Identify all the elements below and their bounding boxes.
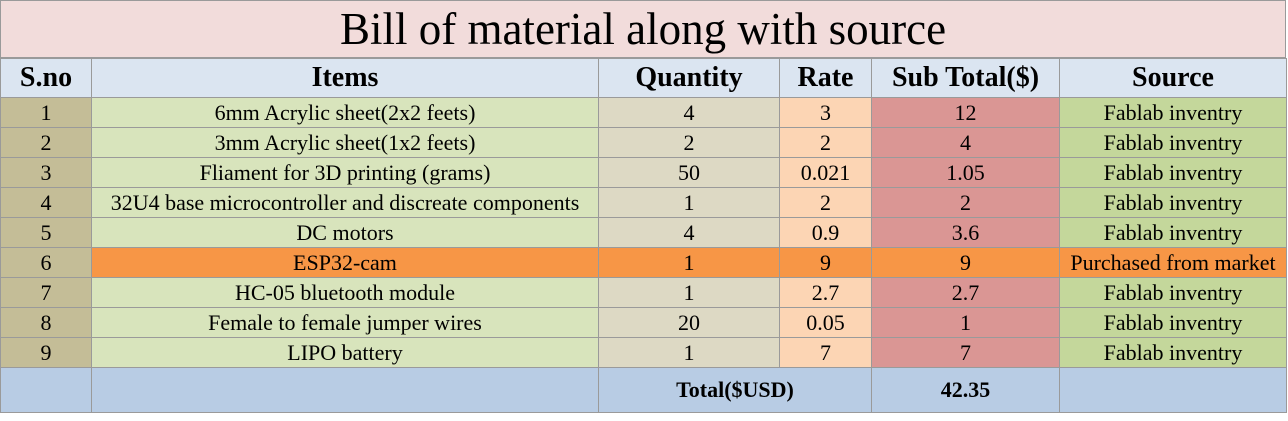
cell-sno[interactable]: 9 [0,337,92,368]
header-sno[interactable]: S.no [0,58,92,98]
cell-item[interactable]: HC-05 bluetooth module [91,277,599,308]
cell-rate[interactable]: 2 [779,127,872,158]
cell-sno[interactable]: 6 [0,247,92,278]
header-row: S.no Items Quantity Rate Sub Total($) So… [0,58,1287,98]
cell-quantity[interactable]: 1 [598,337,780,368]
total-label[interactable]: Total($USD) [598,367,872,413]
cell-item[interactable]: ESP32-cam [91,247,599,278]
cell-quantity[interactable]: 50 [598,157,780,188]
total-empty-cell[interactable] [1059,367,1287,413]
bom-table: S.no Items Quantity Rate Sub Total($) So… [0,58,1287,413]
total-empty-cell[interactable] [0,367,92,413]
cell-item[interactable]: Fliament for 3D printing (grams) [91,157,599,188]
cell-source[interactable]: Fablab inventry [1059,157,1287,188]
cell-rate[interactable]: 9 [779,247,872,278]
cell-rate[interactable]: 7 [779,337,872,368]
cell-subtotal[interactable]: 2 [871,187,1060,218]
cell-quantity[interactable]: 20 [598,307,780,338]
table-row: 2 3mm Acrylic sheet(1x2 feets) 2 2 4 Fab… [0,127,1287,158]
cell-item[interactable]: 3mm Acrylic sheet(1x2 feets) [91,127,599,158]
header-source[interactable]: Source [1059,58,1287,98]
cell-rate[interactable]: 3 [779,97,872,128]
cell-source[interactable]: Fablab inventry [1059,187,1287,218]
table-row: 3 Fliament for 3D printing (grams) 50 0.… [0,157,1287,188]
cell-source[interactable]: Purchased from market [1059,247,1287,278]
cell-item[interactable]: DC motors [91,217,599,248]
cell-sno[interactable]: 3 [0,157,92,188]
cell-item[interactable]: 32U4 base microcontroller and discreate … [91,187,599,218]
cell-rate[interactable]: 2 [779,187,872,218]
cell-subtotal[interactable]: 12 [871,97,1060,128]
cell-quantity[interactable]: 1 [598,187,780,218]
table-row: 4 32U4 base microcontroller and discreat… [0,187,1287,218]
cell-quantity[interactable]: 4 [598,217,780,248]
cell-source[interactable]: Fablab inventry [1059,277,1287,308]
cell-source[interactable]: Fablab inventry [1059,337,1287,368]
cell-quantity[interactable]: 4 [598,97,780,128]
header-subtotal[interactable]: Sub Total($) [871,58,1060,98]
cell-sno[interactable]: 1 [0,97,92,128]
cell-sno[interactable]: 7 [0,277,92,308]
cell-item[interactable]: Female to female jumper wires [91,307,599,338]
cell-source[interactable]: Fablab inventry [1059,217,1287,248]
cell-subtotal[interactable]: 4 [871,127,1060,158]
table-row: 8 Female to female jumper wires 20 0.05 … [0,307,1287,338]
sheet-title: Bill of material along with source [0,0,1286,58]
table-row-highlighted: 6 ESP32-cam 1 9 9 Purchased from market [0,247,1287,278]
cell-source[interactable]: Fablab inventry [1059,127,1287,158]
cell-sno[interactable]: 8 [0,307,92,338]
cell-rate[interactable]: 2.7 [779,277,872,308]
cell-rate[interactable]: 0.021 [779,157,872,188]
header-quantity[interactable]: Quantity [598,58,780,98]
total-value[interactable]: 42.35 [871,367,1060,413]
cell-subtotal[interactable]: 1 [871,307,1060,338]
cell-subtotal[interactable]: 3.6 [871,217,1060,248]
cell-quantity[interactable]: 1 [598,247,780,278]
table-row: 7 HC-05 bluetooth module 1 2.7 2.7 Fabla… [0,277,1287,308]
cell-sno[interactable]: 5 [0,217,92,248]
cell-quantity[interactable]: 2 [598,127,780,158]
cell-item[interactable]: LIPO battery [91,337,599,368]
table-row: 1 6mm Acrylic sheet(2x2 feets) 4 3 12 Fa… [0,97,1287,128]
cell-sno[interactable]: 4 [0,187,92,218]
cell-subtotal[interactable]: 2.7 [871,277,1060,308]
header-items[interactable]: Items [91,58,599,98]
cell-rate[interactable]: 0.9 [779,217,872,248]
table-row: 9 LIPO battery 1 7 7 Fablab inventry [0,337,1287,368]
cell-source[interactable]: Fablab inventry [1059,97,1287,128]
cell-sno[interactable]: 2 [0,127,92,158]
cell-subtotal[interactable]: 7 [871,337,1060,368]
cell-source[interactable]: Fablab inventry [1059,307,1287,338]
total-row: Total($USD) 42.35 [0,367,1287,413]
cell-quantity[interactable]: 1 [598,277,780,308]
table-row: 5 DC motors 4 0.9 3.6 Fablab inventry [0,217,1287,248]
cell-subtotal[interactable]: 1.05 [871,157,1060,188]
header-rate[interactable]: Rate [779,58,872,98]
cell-item[interactable]: 6mm Acrylic sheet(2x2 feets) [91,97,599,128]
cell-rate[interactable]: 0.05 [779,307,872,338]
total-empty-cell[interactable] [91,367,599,413]
cell-subtotal[interactable]: 9 [871,247,1060,278]
